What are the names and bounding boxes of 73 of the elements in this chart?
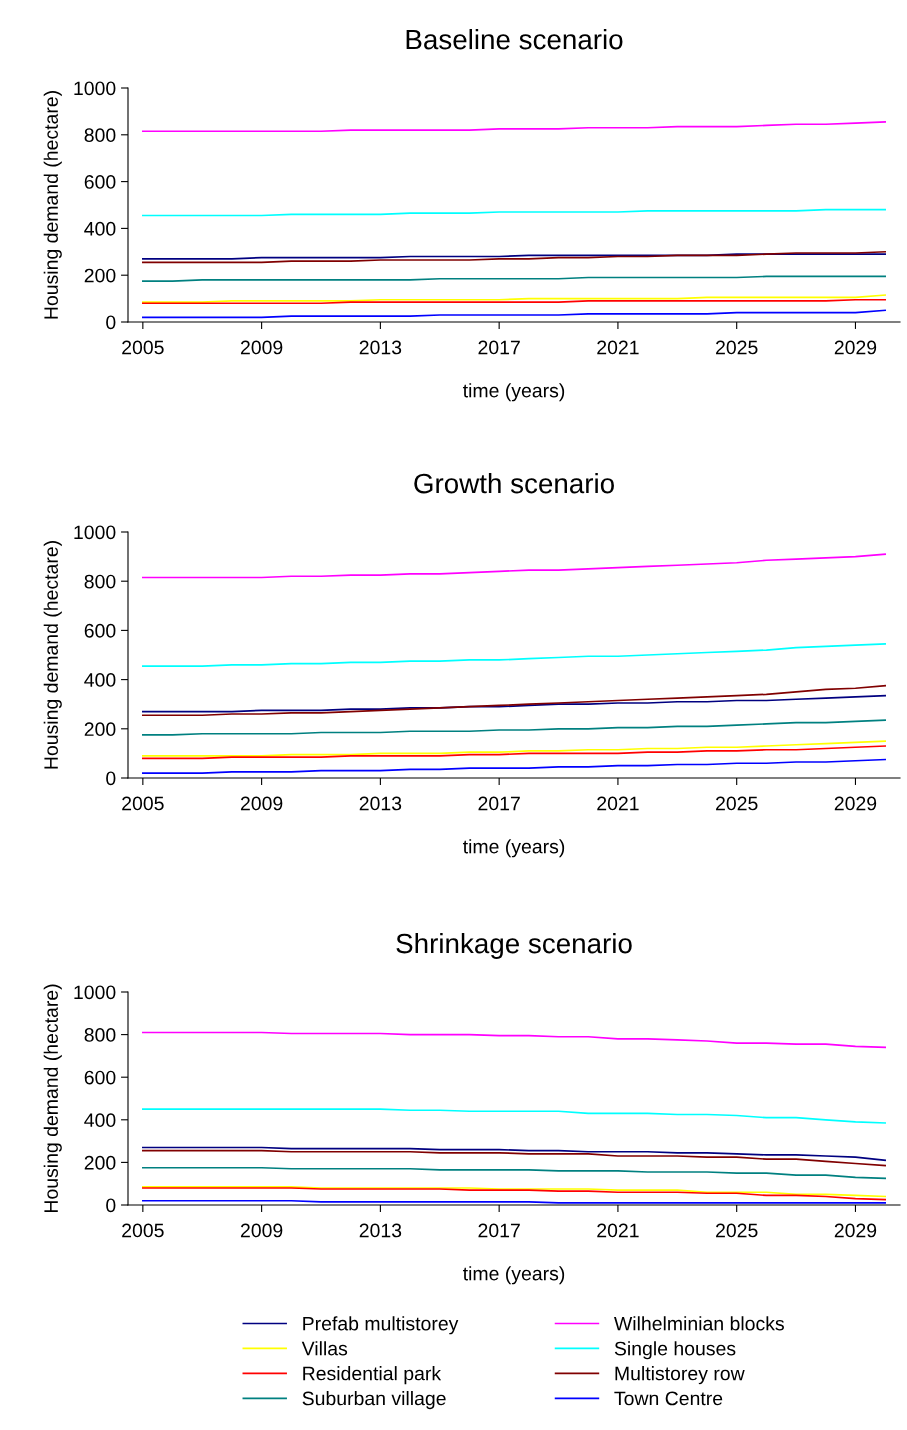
line-series xyxy=(142,553,886,579)
line-series xyxy=(142,1146,886,1162)
chart-title: Baseline scenario xyxy=(406,28,623,50)
x-tick-label: 2029 xyxy=(834,1223,877,1238)
x-axis-title: time (years) xyxy=(462,1266,565,1285)
y-tick-label: 400 xyxy=(84,1113,116,1128)
legend-label: Prefab multistorey xyxy=(303,1316,459,1335)
line-series xyxy=(142,1108,886,1124)
line-series xyxy=(142,694,886,713)
line-series xyxy=(142,309,886,319)
line-series xyxy=(142,1149,886,1167)
x-tick-label: 2017 xyxy=(478,1223,520,1238)
y-tick-label: 800 xyxy=(84,574,116,589)
legend-label: Residential park xyxy=(303,1366,442,1385)
x-tick-label: 2025 xyxy=(716,340,758,355)
x-axis-title: time (years) xyxy=(462,383,565,402)
x-tick-label: 2013 xyxy=(359,1223,402,1238)
line-series xyxy=(142,121,886,133)
y-tick-label: 1000 xyxy=(74,81,116,96)
line-series xyxy=(142,740,886,757)
y-tick-label: 800 xyxy=(84,1028,116,1042)
y-tick-label: 1000 xyxy=(74,985,116,1000)
x-tick-label: 2009 xyxy=(240,796,283,811)
x-tick-label: 2017 xyxy=(478,796,520,811)
y-tick-label: 1000 xyxy=(74,525,116,540)
line-series xyxy=(142,684,886,717)
y-tick-label: 400 xyxy=(84,673,116,687)
chart-title: Growth scenario xyxy=(414,472,614,494)
x-tick-label: 2009 xyxy=(240,1223,283,1238)
y-axis-title: Housing demand (hectare) xyxy=(43,984,62,1213)
y-tick-label: 600 xyxy=(84,175,116,189)
y-tick-label: 0 xyxy=(106,315,116,330)
x-tick-label: 2021 xyxy=(597,340,639,355)
x-tick-label: 2029 xyxy=(834,796,877,811)
y-tick-label: 800 xyxy=(84,128,116,143)
legend-label: Villas xyxy=(301,1341,348,1356)
y-tick-label: 0 xyxy=(106,1198,116,1213)
x-tick-label: 2017 xyxy=(478,340,520,355)
line-series xyxy=(142,294,886,303)
line-series xyxy=(142,1166,886,1180)
y-tick-label: 400 xyxy=(84,221,116,236)
y-tick-label: 200 xyxy=(84,722,116,737)
x-tick-label: 2013 xyxy=(359,796,402,811)
x-tick-label: 2025 xyxy=(716,1223,758,1238)
y-tick-label: 200 xyxy=(84,1155,116,1170)
x-tick-label: 2025 xyxy=(716,796,758,811)
x-tick-label: 2005 xyxy=(122,340,164,355)
y-tick-label: 0 xyxy=(106,771,116,786)
x-tick-label: 2005 xyxy=(122,796,164,811)
legend-label: Wilhelminian blocks xyxy=(614,1316,784,1331)
line-series xyxy=(142,250,886,264)
line-series xyxy=(142,758,886,774)
x-axis-title: time (years) xyxy=(462,839,565,858)
legend-label: Single houses xyxy=(614,1341,736,1360)
y-tick-label: 600 xyxy=(84,623,116,638)
x-tick-label: 2005 xyxy=(122,1223,164,1238)
legend-label: Multistorey row xyxy=(615,1366,745,1385)
legend-label: Town Centre xyxy=(614,1391,723,1406)
line-series xyxy=(142,719,886,736)
line-series xyxy=(142,745,886,760)
y-axis-title: Housing demand (hectare) xyxy=(43,541,62,769)
x-tick-label: 2009 xyxy=(240,340,283,355)
legend-label: Suburban village xyxy=(302,1391,446,1410)
x-tick-label: 2013 xyxy=(359,340,402,355)
line-series xyxy=(142,1031,886,1049)
x-tick-label: 2021 xyxy=(597,796,639,811)
line-series xyxy=(142,643,886,667)
x-tick-label: 2029 xyxy=(834,340,877,355)
x-tick-label: 2021 xyxy=(597,1223,639,1238)
y-tick-label: 600 xyxy=(84,1070,116,1085)
y-tick-label: 200 xyxy=(84,268,116,283)
y-axis-title: Housing demand (hectare) xyxy=(43,91,62,319)
chart-title: Shrinkage scenario xyxy=(396,932,632,959)
